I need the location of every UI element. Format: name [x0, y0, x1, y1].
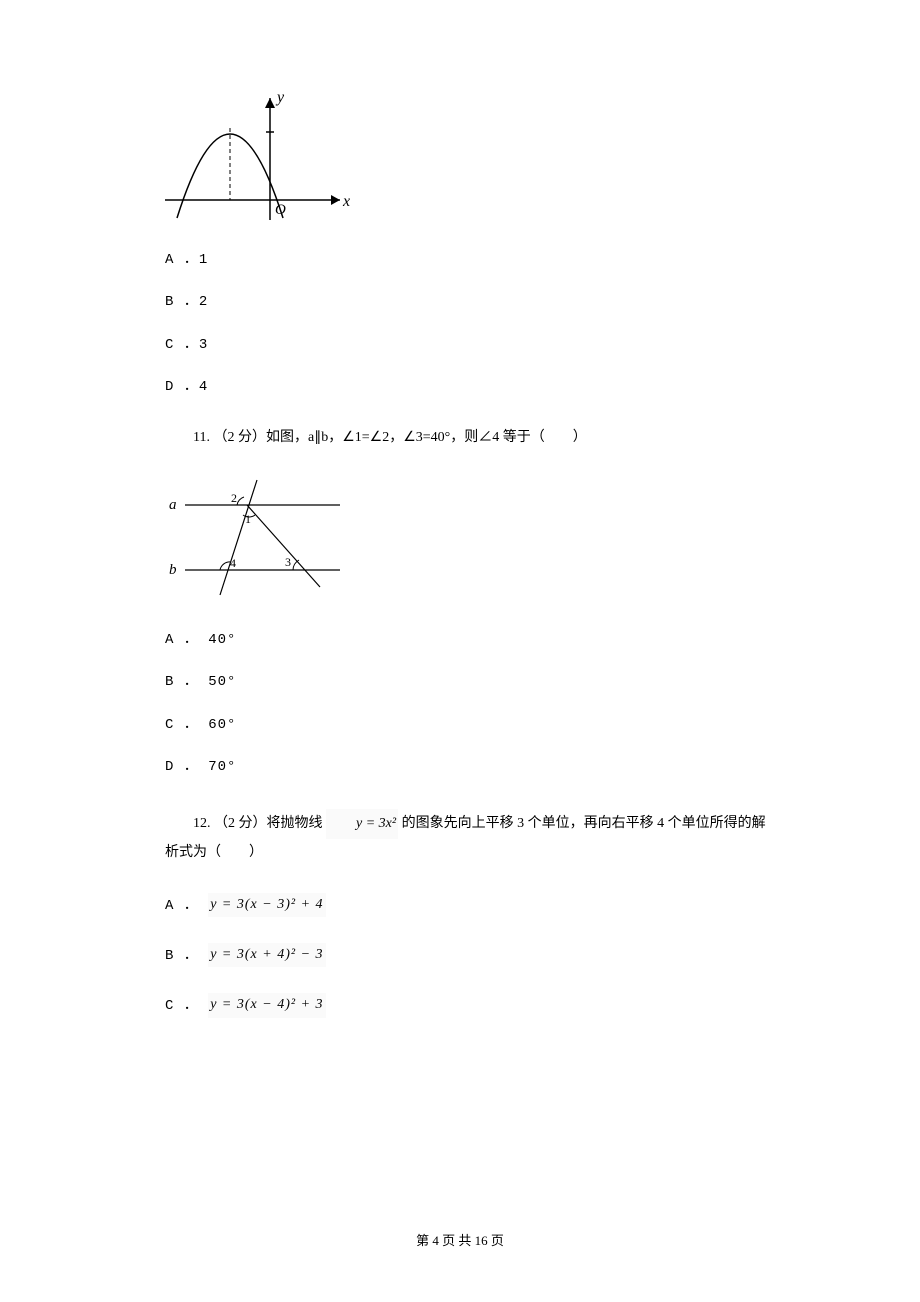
line-a-label: a	[169, 497, 177, 513]
page: x y O A ．1 B ．2 C ．3 D ．4 11. （2 分）如图，a∥…	[0, 0, 920, 1302]
q11-option-d: D ． 70°	[165, 756, 770, 778]
x-axis-label: x	[342, 193, 350, 210]
page-footer: 第 4 页 共 16 页	[0, 1231, 920, 1252]
q11-option-d-value: 70°	[208, 759, 236, 775]
angle-2-label: 2	[231, 491, 237, 505]
q10-option-b-value: 2	[199, 294, 208, 310]
q11-option-c-value: 60°	[208, 717, 236, 733]
q12-option-b-value: y = 3(x + 4)² − 3	[208, 943, 325, 967]
q10-option-c: C ．3	[165, 334, 770, 356]
parallel-lines-diagram: a b 2 1 4 3	[165, 475, 350, 605]
q12-option-a: A ． y = 3(x − 3)² + 4	[165, 893, 770, 917]
q11-option-c: C ． 60°	[165, 714, 770, 736]
y-axis-label: y	[275, 90, 285, 106]
q12-option-c-value: y = 3(x − 4)² + 3	[208, 993, 325, 1017]
q10-option-b: B ．2	[165, 291, 770, 313]
footer-mid: 页 共	[439, 1233, 475, 1248]
angle-1-label: 1	[245, 512, 251, 526]
parabola-diagram: x y O	[165, 90, 350, 225]
q12-inline-formula: y = 3x²	[326, 809, 398, 839]
q12-stem-left: 12. （2 分）将抛物线	[193, 816, 326, 831]
q10-option-a: A ．1	[165, 249, 770, 271]
q10-option-d-value: 4	[199, 379, 208, 395]
angle-4-label: 4	[230, 556, 236, 570]
parabola-curve	[177, 134, 283, 218]
q11-option-a-value: 40°	[208, 632, 236, 648]
q11-option-a: A ． 40°	[165, 629, 770, 651]
q11-option-b: B ． 50°	[165, 671, 770, 693]
q11-figure: a b 2 1 4 3	[165, 475, 770, 605]
q10-figure: x y O	[165, 90, 770, 225]
q10-option-c-value: 3	[199, 337, 208, 353]
line-b-label: b	[169, 562, 177, 578]
q11-option-b-value: 50°	[208, 674, 236, 690]
q12-option-b: B ． y = 3(x + 4)² − 3	[165, 943, 770, 967]
q10-option-a-value: 1	[199, 252, 208, 268]
footer-left: 第	[416, 1233, 432, 1248]
footer-right: 页	[488, 1233, 504, 1248]
q12-option-a-value: y = 3(x − 3)² + 4	[208, 893, 325, 917]
q11-stem: 11. （2 分）如图，a∥b，∠1=∠2，∠3=40°，则∠4 等于（ ）	[165, 427, 770, 449]
q12-stem: 12. （2 分）将抛物线 y = 3x² 的图象先向上平移 3 个单位，再向右…	[165, 809, 770, 867]
q10-option-d: D ．4	[165, 376, 770, 398]
footer-total-pages: 16	[475, 1233, 488, 1248]
q12-option-c: C ． y = 3(x − 4)² + 3	[165, 993, 770, 1017]
angle-3-label: 3	[285, 555, 291, 569]
